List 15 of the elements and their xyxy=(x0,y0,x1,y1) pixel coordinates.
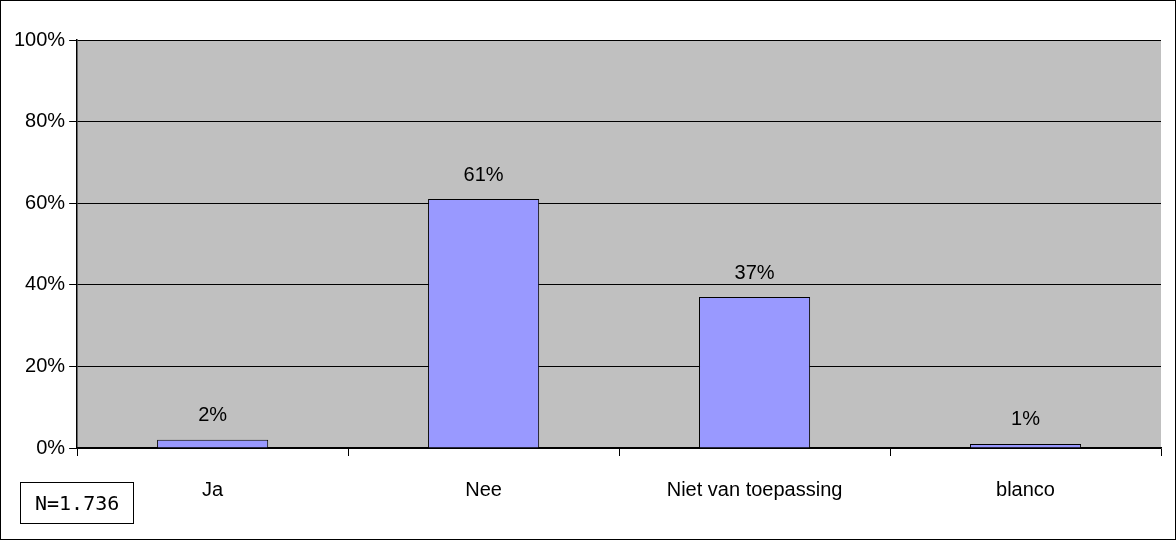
y-tick-label: 0% xyxy=(36,435,66,458)
data-label: 1% xyxy=(1011,407,1041,430)
x-tick-label: blanco xyxy=(996,477,1055,500)
y-tick-label: 80% xyxy=(25,109,66,132)
y-tick-label: 60% xyxy=(25,190,66,213)
y-tick-label: 20% xyxy=(25,353,66,376)
x-tick-label: Nee xyxy=(465,477,502,500)
data-label: 37% xyxy=(734,260,775,283)
x-tick-label: Ja xyxy=(202,477,225,500)
data-label: 2% xyxy=(198,403,228,426)
text: N=1.736 xyxy=(20,482,135,524)
y-tick-label: 100% xyxy=(14,27,66,50)
x-tick-label: Niet van toepassing xyxy=(666,477,843,500)
data-label: 61% xyxy=(463,162,504,185)
y-tick-label: 40% xyxy=(25,272,66,295)
